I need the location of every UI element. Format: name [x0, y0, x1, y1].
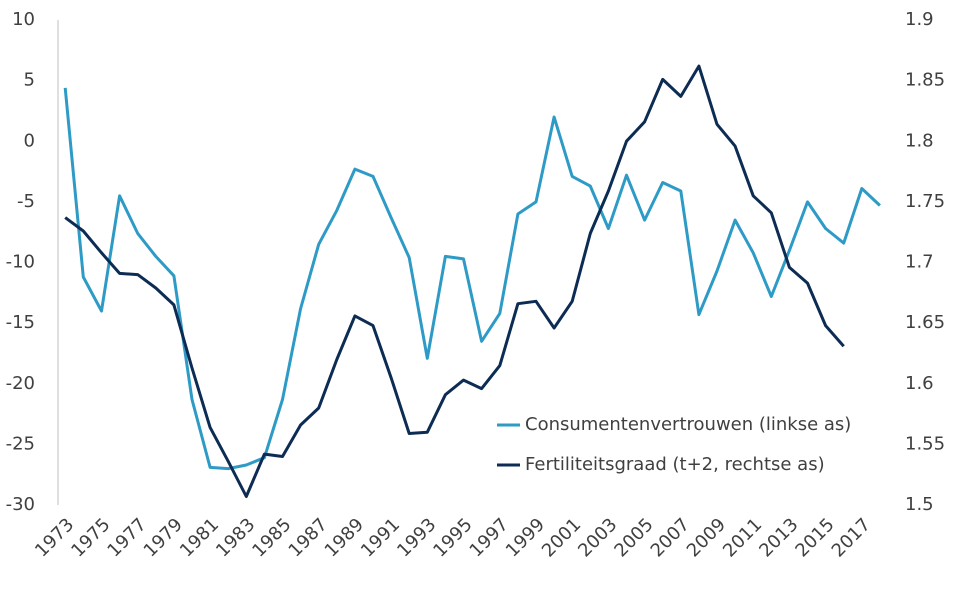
series-line — [64, 64, 845, 498]
x-tick-label: 2001 — [538, 514, 585, 561]
x-tick-label: 1979 — [140, 514, 187, 561]
x-tick-label: 1985 — [248, 514, 295, 561]
x-tick-label: 2009 — [683, 514, 730, 561]
x-tick-label: 1991 — [357, 514, 404, 561]
x-tick-label: 2017 — [828, 514, 875, 561]
y-tick-label: -10 — [6, 252, 35, 273]
x-tick-label: 1999 — [502, 514, 549, 561]
y2-tick-label: 1.7 — [905, 252, 934, 273]
x-tick-label: 2007 — [647, 514, 694, 561]
x-tick-label: 2005 — [610, 514, 657, 561]
y2-tick-label: 1.8 — [905, 130, 934, 151]
x-tick-label: 2015 — [791, 514, 838, 561]
x-tick-label: 1987 — [285, 514, 332, 561]
x-tick-label: 1989 — [321, 514, 368, 561]
x-tick-label: 2013 — [755, 514, 802, 561]
legend-label: Fertiliteitsgraad (t+2, rechtse as) — [525, 454, 825, 475]
y-tick-label: -5 — [17, 191, 35, 212]
x-tick-label: 1983 — [212, 514, 259, 561]
y2-tick-label: 1.75 — [905, 191, 945, 212]
y2-tick-label: 1.55 — [905, 433, 945, 454]
x-tick-label: 1975 — [67, 514, 114, 561]
y-tick-label: -30 — [6, 494, 35, 515]
y2-tick-label: 1.85 — [905, 70, 945, 91]
y-tick-label: -15 — [6, 312, 35, 333]
x-tick-label: 2011 — [719, 514, 766, 561]
y2-tick-label: 1.6 — [905, 373, 934, 394]
x-tick-label: 2003 — [574, 514, 621, 561]
x-tick-label: 1977 — [103, 514, 150, 561]
y2-tick-label: 1.65 — [905, 312, 945, 333]
x-tick-label: 1997 — [466, 514, 513, 561]
series-line — [63, 87, 881, 471]
y-tick-label: -20 — [6, 373, 35, 394]
x-tick-label: 1981 — [176, 514, 223, 561]
x-tick-label: 1973 — [31, 514, 78, 561]
y-tick-label: 0 — [24, 130, 35, 151]
x-tick-label: 1993 — [393, 514, 440, 561]
legend-label: Consumentenvertrouwen (linkse as) — [525, 414, 851, 435]
y2-tick-label: 1.9 — [905, 9, 934, 30]
y2-tick-label: 1.5 — [905, 494, 934, 515]
y-tick-label: 5 — [24, 70, 35, 91]
y-tick-label: 10 — [12, 9, 35, 30]
x-tick-label: 1995 — [429, 514, 476, 561]
y-tick-label: -25 — [6, 433, 35, 454]
